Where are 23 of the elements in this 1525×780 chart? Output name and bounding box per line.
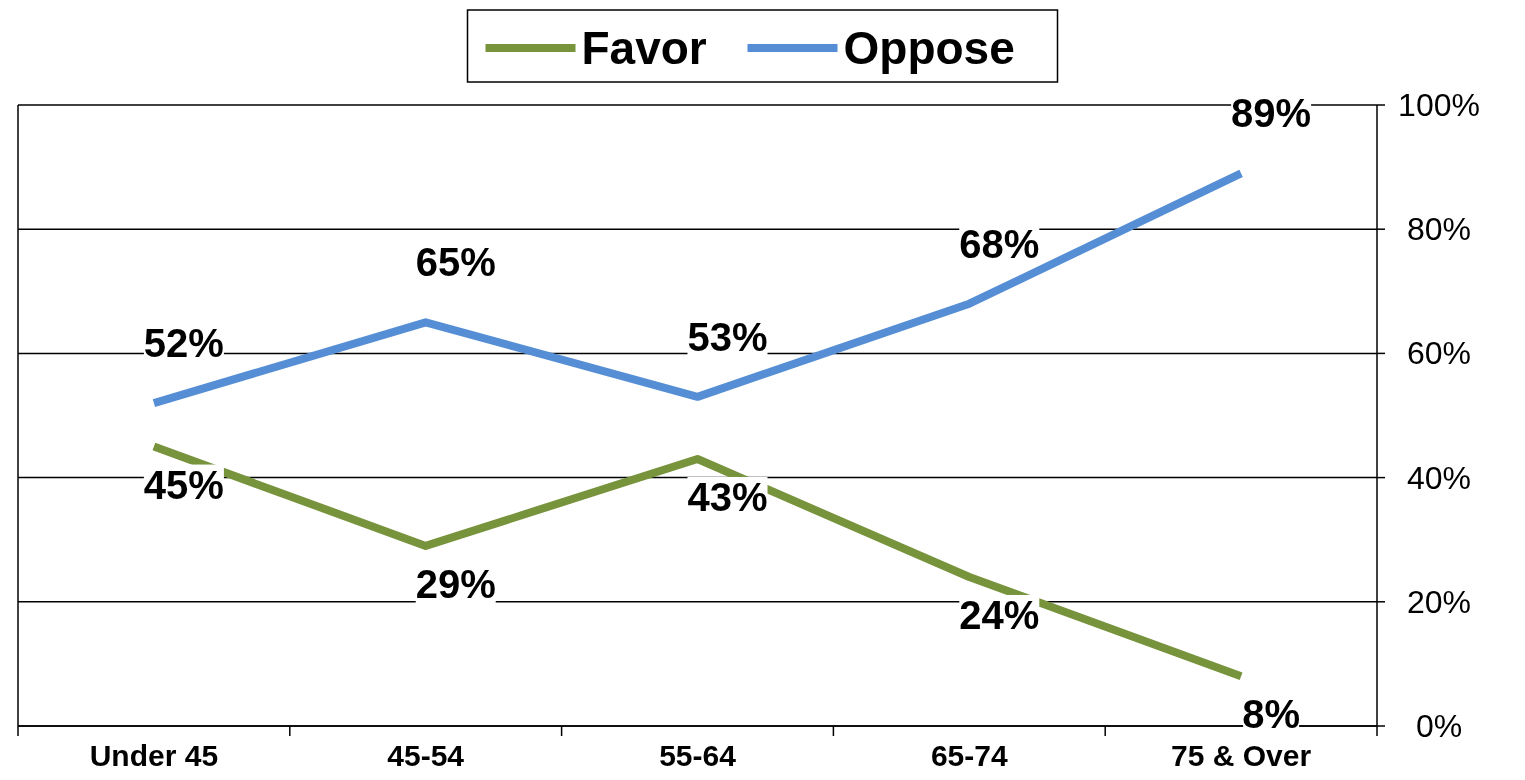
data-label: 53%: [687, 314, 768, 359]
data-label: 65%: [415, 240, 496, 285]
data-label: 24%: [959, 592, 1040, 637]
data-label: 29%: [415, 561, 496, 606]
data-label: 43%: [687, 474, 768, 519]
y-tick-label: 80%: [1406, 211, 1472, 248]
data-label: 45%: [143, 462, 224, 507]
data-label: 52%: [143, 321, 224, 366]
x-tick-label: 45-54: [387, 739, 465, 772]
y-tick-label: 100%: [1398, 87, 1480, 123]
x-tick-label: 75 & Over: [1171, 739, 1312, 772]
legend-label: Oppose: [843, 22, 1015, 74]
x-tick-label: 65-74: [930, 739, 1008, 772]
y-tick-label: 40%: [1406, 459, 1472, 496]
y-tick-label: 60%: [1406, 335, 1472, 372]
x-tick-label: Under 45: [89, 739, 219, 772]
legend-label: Favor: [581, 22, 707, 74]
data-label: 89%: [1231, 91, 1312, 136]
data-label: 68%: [959, 221, 1040, 266]
y-tick-label: 0%: [1415, 708, 1463, 744]
y-tick-label: 20%: [1406, 583, 1472, 620]
data-label: 8%: [1242, 692, 1301, 737]
x-tick-label: 55-64: [659, 739, 737, 772]
